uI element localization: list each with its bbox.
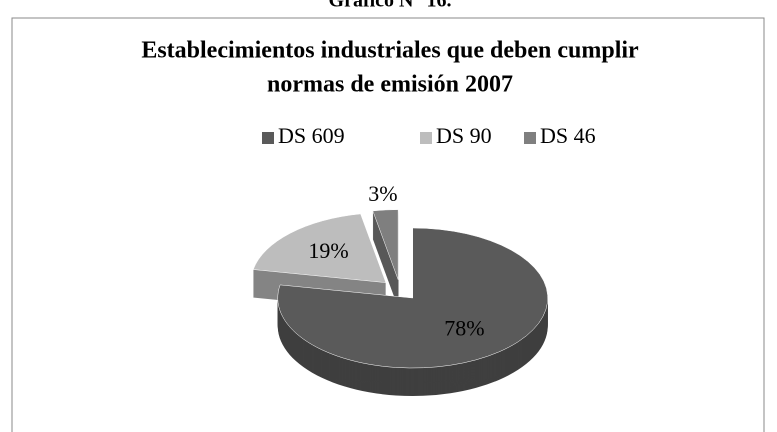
legend-swatch (524, 132, 536, 144)
pie-slice (372, 209, 399, 280)
pie-slice (252, 213, 387, 283)
data-label: 19% (308, 238, 348, 263)
legend-swatch (420, 132, 432, 144)
chart-title: Establecimientos industriales que deben … (141, 38, 639, 64)
legend-label: DS 90 (436, 123, 492, 148)
data-label: 3% (368, 181, 397, 206)
legend-swatch (262, 132, 274, 144)
caption: Gráfico N° 16. (329, 0, 452, 12)
chart-title: normas de emisión 2007 (267, 72, 513, 98)
data-label: 78% (444, 315, 484, 340)
legend-label: DS 46 (540, 123, 596, 148)
legend-label: DS 609 (278, 123, 345, 148)
pie-slice (277, 227, 548, 369)
